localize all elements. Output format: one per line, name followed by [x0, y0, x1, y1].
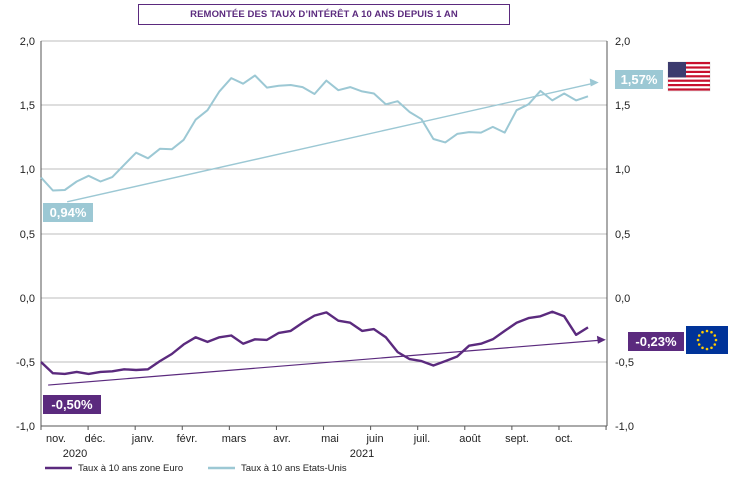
y-tick-label: 1,0	[615, 164, 630, 176]
chart-title: REMONTÉE DES TAUX D’INTÉRÊT A 10 ANS DEP…	[138, 4, 510, 25]
us-trend-arrowhead	[589, 78, 599, 87]
x-tick-label: avr.	[273, 433, 291, 445]
x-tick-label: juil.	[413, 433, 431, 445]
x-tick-label: sept.	[505, 433, 529, 445]
eu-star	[697, 343, 701, 346]
euro-trend-line	[48, 339, 600, 386]
euro-start-callout-label: -0,50%	[51, 397, 93, 412]
us-start-callout-label: 0,94%	[50, 205, 87, 220]
eu-star	[705, 347, 709, 351]
us-trend-line	[67, 82, 593, 203]
y-tick-label: 1,0	[20, 164, 35, 176]
eu-star	[705, 329, 709, 333]
eu-star	[701, 330, 704, 334]
euro-start-callout-box	[43, 395, 101, 414]
gridlines	[41, 40, 607, 363]
eu-star	[710, 330, 713, 334]
x-tick-label: déc.	[85, 433, 106, 445]
y-tick-label: -1,0	[16, 421, 35, 433]
x-tick-label: oct.	[555, 433, 573, 445]
x-year-label: 2021	[350, 448, 374, 460]
us-end-callout-box	[615, 70, 663, 89]
value-callouts: 0,94% 1,57% -0,50% -0,23%	[43, 70, 684, 414]
y-tick-label: -0,5	[615, 357, 634, 369]
right-axis-ticks: 2,0 1,5 1,0 0,5 0,0 -0,5 -1,0	[615, 36, 634, 433]
x-tick-label: mars	[222, 433, 247, 445]
y-tick-label: -0,5	[16, 357, 35, 369]
eu-star	[714, 338, 718, 342]
us-start-callout-box	[43, 203, 93, 222]
x-tick-label: mai	[321, 433, 339, 445]
euro-trend-arrowhead	[596, 335, 606, 344]
x-year-label: 2020	[63, 448, 87, 460]
x-tick-label: nov.	[46, 433, 66, 445]
x-tick-label: juin	[365, 433, 383, 445]
legend: Taux à 10 ans zone Euro Taux à 10 ans Et…	[45, 463, 347, 474]
eu-star	[710, 346, 713, 350]
euro-end-callout-label: -0,23%	[635, 334, 677, 349]
x-tick-label: août	[459, 433, 480, 445]
eu-star	[713, 343, 717, 346]
euro-series-line	[40, 310, 589, 376]
x-axis-year-labels: 2020 2021	[63, 448, 374, 460]
y-tick-label: 2,0	[615, 36, 630, 48]
left-axis-ticks: 2,0 1,5 1,0 0,5 0,0 -0,5 -1,0	[16, 36, 35, 433]
us-series-line	[40, 74, 589, 192]
y-tick-label: -1,0	[615, 421, 634, 433]
x-axis-month-labels: nov. déc. janv. févr. mars avr. mai juin juil. ao…	[46, 433, 573, 445]
x-tick-label: févr.	[177, 433, 198, 445]
y-tick-label: 0,0	[20, 293, 35, 305]
eu-flag-icon	[686, 326, 728, 354]
eu-star	[701, 346, 704, 350]
y-tick-label: 0,5	[20, 229, 35, 241]
y-tick-label: 0,0	[615, 293, 630, 305]
series-lines	[40, 74, 606, 386]
eu-star	[713, 334, 717, 337]
x-tick-label: janv.	[131, 433, 154, 445]
euro-end-callout-box	[628, 332, 684, 351]
y-tick-label: 1,5	[615, 100, 630, 112]
y-tick-label: 0,5	[615, 229, 630, 241]
us-end-callout-label: 1,57%	[621, 72, 658, 87]
eu-star	[696, 338, 700, 342]
eu-star	[697, 334, 701, 337]
legend-label-us: Taux à 10 ans Etats-Unis	[241, 463, 347, 474]
axes	[40, 41, 608, 430]
y-tick-label: 2,0	[20, 36, 35, 48]
legend-label-euro: Taux à 10 ans zone Euro	[78, 463, 183, 474]
y-tick-label: 1,5	[20, 100, 35, 112]
us-flag-icon	[667, 61, 711, 92]
